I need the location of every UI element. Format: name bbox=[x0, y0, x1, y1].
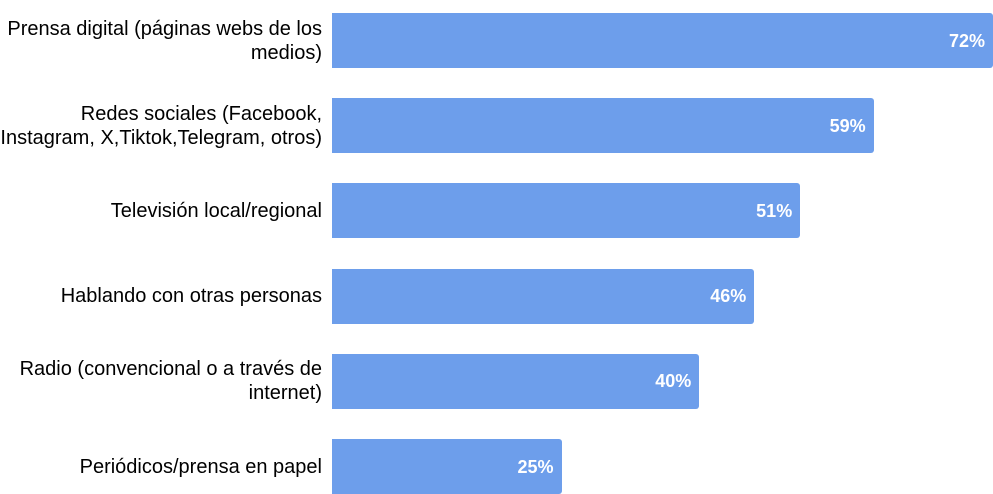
bar bbox=[332, 98, 874, 154]
category-label: Redes sociales (Facebook, Instagram, X,T… bbox=[0, 102, 322, 149]
bar-value-label: 51% bbox=[756, 200, 793, 221]
category-label: Hablando con otras personas bbox=[60, 285, 322, 308]
category-label: Prensa digital (páginas webs de los medi… bbox=[7, 17, 322, 64]
category-label: Televisión local/regional bbox=[110, 199, 322, 222]
bar bbox=[332, 353, 700, 409]
bar-value-label: 25% bbox=[517, 456, 554, 477]
category-label: Periódicos/prensa en papel bbox=[79, 455, 322, 478]
bar bbox=[332, 268, 755, 324]
bar bbox=[332, 13, 993, 68]
bar bbox=[332, 183, 801, 239]
bar-value-label: 46% bbox=[710, 286, 747, 307]
bar-value-label: 72% bbox=[948, 30, 985, 51]
bar bbox=[332, 439, 562, 494]
category-label: Radio (convencional o a través de intern… bbox=[19, 358, 322, 405]
bar-value-label: 59% bbox=[829, 115, 866, 136]
bar-value-label: 40% bbox=[655, 371, 692, 392]
